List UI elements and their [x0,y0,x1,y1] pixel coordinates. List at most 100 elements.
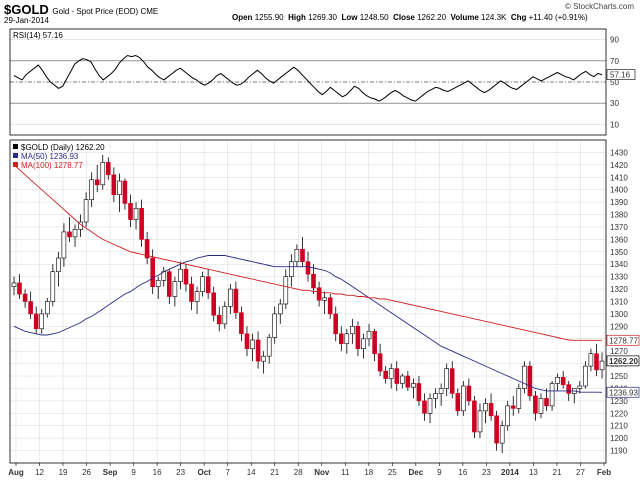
candle-up [477,410,483,433]
candle-down [405,375,411,388]
x-tick-label: 11 [341,468,350,477]
price-y-tick-label: 1400 [610,186,628,195]
candle-down [128,203,133,220]
symbol-description: Gold - Spot Price (EOD) CME [52,7,159,16]
price-label: 1236.93 [609,388,638,397]
candle-down [455,393,461,412]
candle-up [549,383,555,407]
candle-up [261,355,266,362]
legend-swatch [13,162,18,167]
candle-up [83,199,89,223]
candle-up [366,330,372,340]
x-tick-label: 21 [553,468,562,477]
ohlc-readout: Open 1255.90 High 1269.30 Low 1248.50 Cl… [232,13,588,22]
price-label-box [606,334,640,346]
candle-down [255,339,261,362]
candle-down [311,273,316,289]
price-label-box [606,386,640,398]
x-tick-label: Dec [408,468,423,477]
candle-up [266,337,272,357]
candle-up [322,297,327,301]
watermark: © StockCharts.com [564,2,634,11]
candle-down [17,282,22,295]
price-y-tick-label: 1350 [610,248,628,257]
x-tick-label: 16 [458,468,467,477]
symbol: $GOLD [4,2,49,17]
candle-up [56,257,61,272]
candle-up [39,313,45,330]
legend-swatch [13,153,18,158]
rsi-panel: 10 30 50 70 90 57.16 RSI(14) 57.16 [9,28,636,136]
rsi-legend: RSI(14) 57.16 [13,31,63,40]
price-y-tick-label: 1380 [610,211,628,220]
x-tick-label: 25 [388,468,397,477]
open-value: 1255.90 [254,13,284,22]
legend-entry: MA(50) 1236.93 [21,152,79,161]
price-y-tick-label: 1250 [610,372,628,381]
candle-down [122,180,128,204]
candle-up [577,385,583,389]
candle-down [377,353,383,372]
candle-down [333,313,339,335]
x-tick-label: 2014 [501,468,519,477]
candle-up [444,368,450,389]
close-value: 1262.20 [417,13,447,22]
x-tick-label: 14 [247,468,256,477]
candle-up [100,162,106,186]
candle-up [194,291,200,302]
price-y-tick-label: 1200 [610,434,628,443]
volume-value: 124.3K [481,13,507,22]
ma100-line [13,164,602,341]
candle-down [205,276,211,294]
candle-up [117,180,122,195]
price-y-tick-label: 1190 [610,447,628,456]
candle-up [516,388,522,409]
price-label-box [606,355,640,367]
price-y-tick-label: 1300 [610,310,628,319]
price-y-tick-label: 1290 [610,322,628,331]
price-y-tick-label: 1330 [610,273,628,282]
volume-label: Volume [450,13,479,22]
chg-value: +11.40 (+0.91%) [528,13,588,22]
candle-down [139,208,144,240]
ma50-line [13,255,603,393]
candle-down [300,249,305,263]
candle-down [372,330,377,354]
high-label: High [288,13,306,22]
x-tick-label: 28 [294,468,303,477]
legend-swatch [13,144,18,149]
x-tick-label: 26 [82,468,91,477]
legend-entry: MA(100) 1278.77 [21,161,83,170]
candle-down [183,268,189,285]
candle-down [33,313,39,330]
price-panel: 1190120012101220123012401250126012701280… [9,139,640,464]
x-tick-label: 21 [270,468,279,477]
open-label: Open [232,13,253,22]
price-y-tick-label: 1310 [610,298,628,307]
candle-down [566,384,572,394]
candle-up [44,301,50,315]
candle-down [394,368,400,384]
price-y-tick-label: 1270 [610,347,628,356]
candle-up [483,403,488,412]
low-label: Low [341,13,358,22]
candle-down [28,301,33,315]
candle-down [305,261,311,275]
candle-down [94,179,100,186]
price-label: 1262.20 [609,357,638,366]
rsi-y-tick-label: 70 [610,57,619,66]
candle-down [533,395,538,414]
rsi-last-value: 57.16 [610,71,631,80]
candle-up [399,375,405,384]
candle-up [277,303,283,315]
price-y-tick-label: 1220 [610,409,628,418]
candle-up [555,376,560,384]
legend-entry: $GOLD (Daily) 1262.20 [21,143,105,152]
candle-up [133,208,139,220]
rsi-y-tick-label: 10 [610,120,619,129]
rsi-frame [9,28,607,136]
candle-down [510,405,516,409]
x-tick-label: 27 [576,468,585,477]
candle-up [499,425,505,444]
price-y-tick-label: 1320 [610,285,628,294]
